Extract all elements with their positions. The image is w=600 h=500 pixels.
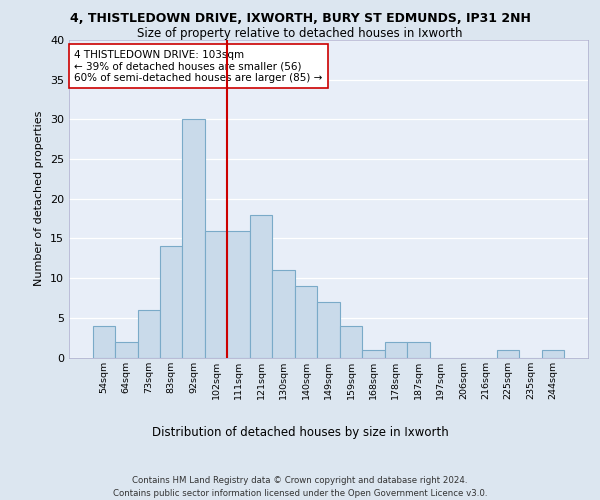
Bar bbox=[497, 350, 520, 358]
Text: Distribution of detached houses by size in Ixworth: Distribution of detached houses by size … bbox=[152, 426, 448, 439]
Bar bbox=[137, 310, 160, 358]
Bar bbox=[250, 214, 272, 358]
Bar bbox=[385, 342, 407, 357]
Bar bbox=[272, 270, 295, 358]
Bar bbox=[205, 230, 227, 358]
Bar bbox=[295, 286, 317, 358]
Bar bbox=[227, 230, 250, 358]
Y-axis label: Number of detached properties: Number of detached properties bbox=[34, 111, 44, 286]
Text: 4, THISTLEDOWN DRIVE, IXWORTH, BURY ST EDMUNDS, IP31 2NH: 4, THISTLEDOWN DRIVE, IXWORTH, BURY ST E… bbox=[70, 12, 530, 26]
Bar bbox=[542, 350, 565, 358]
Bar bbox=[317, 302, 340, 358]
Bar bbox=[362, 350, 385, 358]
Bar bbox=[115, 342, 137, 357]
Bar bbox=[407, 342, 430, 357]
Text: Size of property relative to detached houses in Ixworth: Size of property relative to detached ho… bbox=[137, 28, 463, 40]
Bar bbox=[182, 120, 205, 358]
Text: Contains HM Land Registry data © Crown copyright and database right 2024.
Contai: Contains HM Land Registry data © Crown c… bbox=[113, 476, 487, 498]
Bar bbox=[340, 326, 362, 358]
Text: 4 THISTLEDOWN DRIVE: 103sqm
← 39% of detached houses are smaller (56)
60% of sem: 4 THISTLEDOWN DRIVE: 103sqm ← 39% of det… bbox=[74, 50, 323, 82]
Bar bbox=[92, 326, 115, 358]
Bar bbox=[160, 246, 182, 358]
